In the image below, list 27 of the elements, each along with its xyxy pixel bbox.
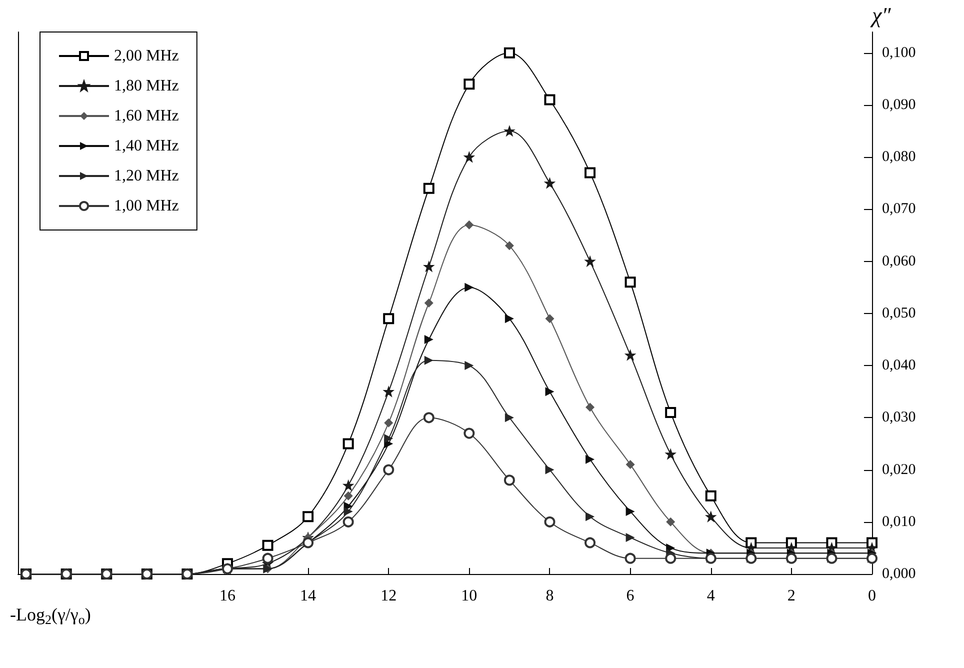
y-tick-label: 0,070 (882, 201, 916, 218)
x-tick-label: 6 (626, 588, 634, 604)
y-tick-label: 0,030 (882, 410, 916, 426)
x-tick-label: 10 (461, 588, 478, 604)
x-tick-label: 4 (706, 588, 715, 604)
y-tick-label: 0,100 (882, 44, 916, 61)
x-tick-label: 0 (868, 588, 876, 604)
x-tick-label: 8 (546, 588, 554, 604)
y-tick-label: 0,080 (882, 149, 916, 166)
legend-label: 1,40 MHz (114, 138, 179, 154)
legend-label: 1,80 MHz (114, 78, 179, 94)
x-tick-label: 16 (219, 588, 236, 604)
x-tick-label: 2 (787, 588, 796, 604)
y-axis-title: χ″ (870, 2, 892, 28)
y-tick-label: 0,060 (882, 253, 916, 270)
x-tick-label: 14 (300, 588, 316, 604)
legend-label: 1,00 MHz (114, 198, 179, 214)
legend-label: 1,60 MHz (114, 108, 179, 124)
y-tick-label: 0,010 (882, 514, 916, 530)
y-tick-label: 0,090 (882, 96, 916, 113)
legend-label: 2,00 MHz (114, 48, 179, 64)
y-tick-label: 0,040 (882, 358, 916, 374)
y-tick-label: 0,000 (882, 566, 916, 582)
legend-label: 1,20 MHz (114, 168, 179, 184)
y-tick-label: 0,020 (882, 462, 916, 478)
x-tick-label: 12 (380, 588, 397, 604)
y-tick-label: 0,050 (882, 305, 916, 322)
